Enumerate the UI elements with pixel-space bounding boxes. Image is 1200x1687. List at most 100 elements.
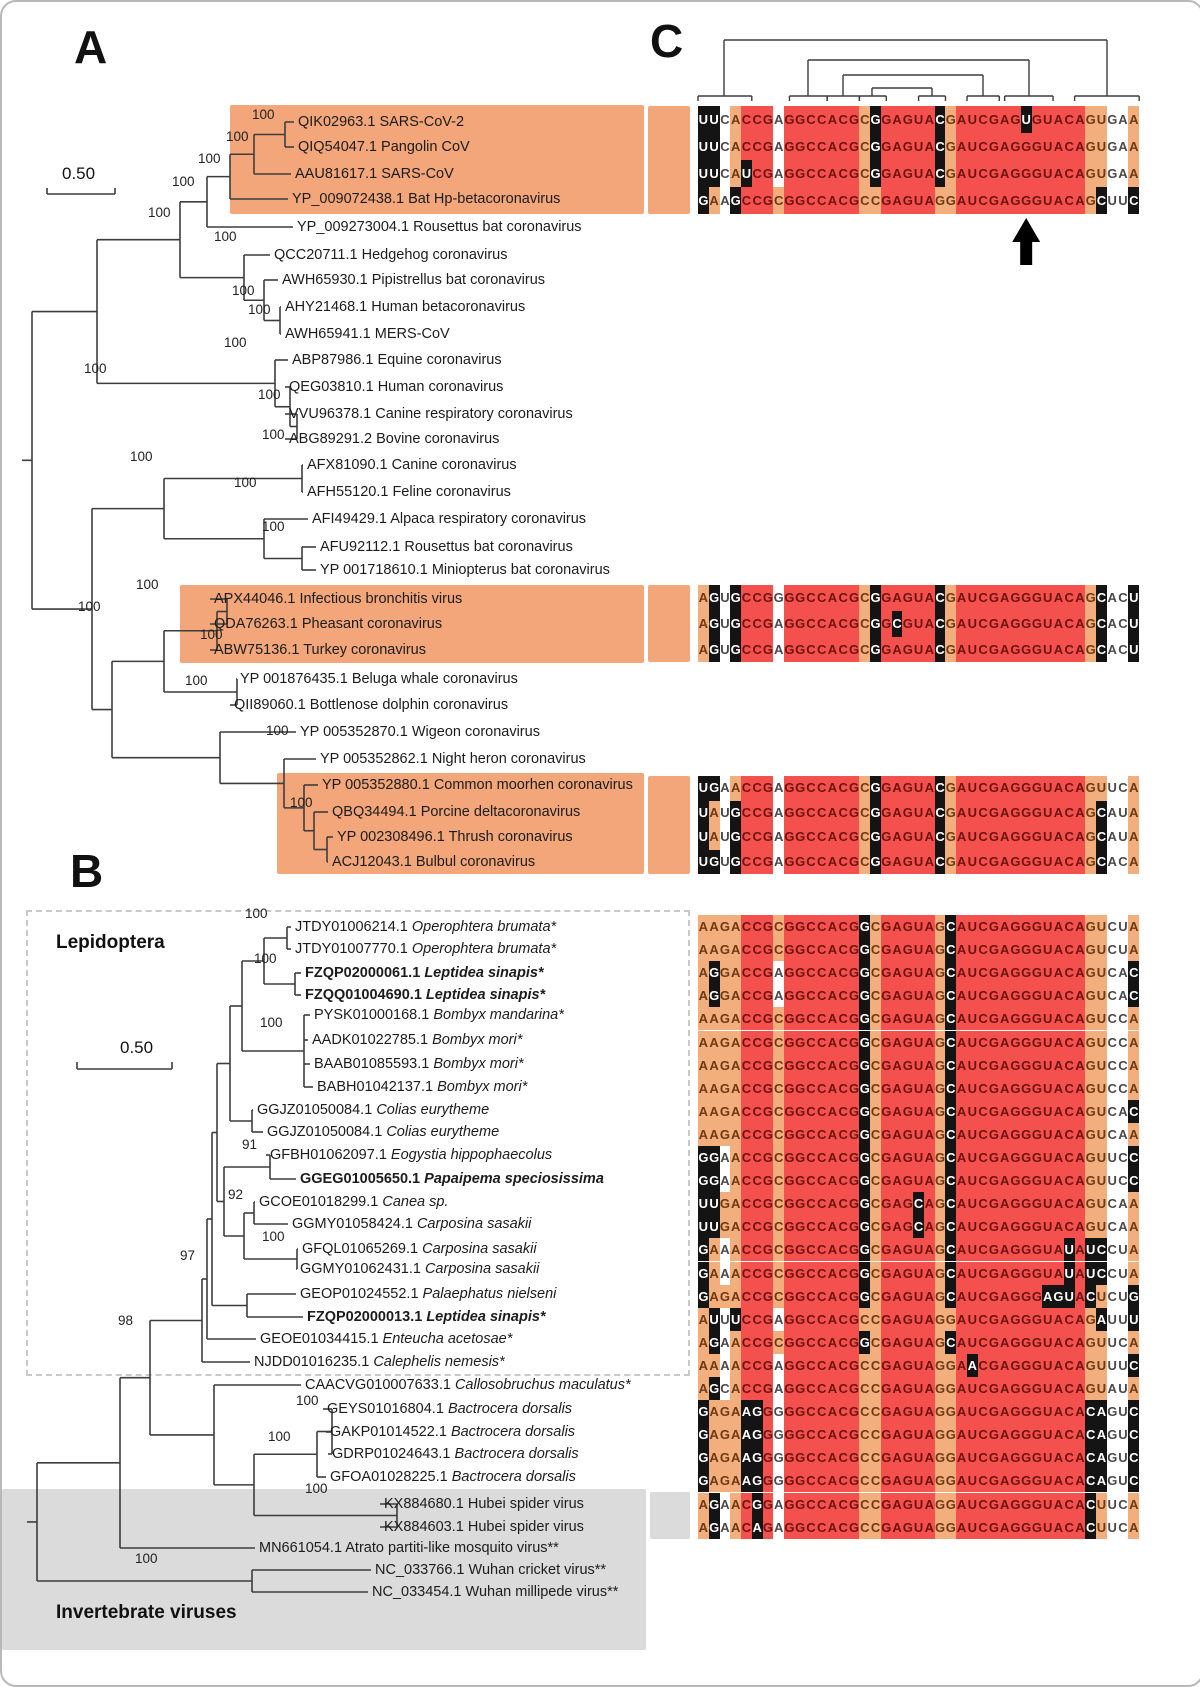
alignment-cell: G <box>730 636 742 663</box>
alignment-cell: A <box>730 1330 742 1354</box>
alignment-cell: G <box>880 636 892 663</box>
alignment-cell: U <box>1042 106 1054 133</box>
alignment-cell: U <box>1096 1099 1107 1123</box>
alignment-cell: U <box>1042 849 1054 875</box>
alignment-cell: A <box>708 1076 720 1100</box>
alignment-cell: A <box>1053 585 1064 611</box>
alignment-cell: G <box>1031 961 1043 985</box>
species-name: Thrush coronavirus <box>448 829 573 845</box>
alignment-cell: A <box>891 1492 903 1516</box>
alignment-cell: G <box>1053 1284 1064 1308</box>
alignment-cell: G <box>751 1492 763 1516</box>
taxon-label: AFX81090.1 Canine coronavirus <box>307 456 517 474</box>
species-name: Hedgehog coronavirus <box>361 247 508 263</box>
alignment-cell: U <box>720 1311 730 1327</box>
alignment-cell: G <box>708 610 720 637</box>
alignment-cell: C <box>805 1377 817 1401</box>
alignment-cell: G <box>762 610 774 637</box>
alignment-cell: C <box>1063 915 1075 939</box>
alignment-cell: G <box>848 1169 860 1193</box>
alignment-cell: A <box>827 776 838 801</box>
taxon-label: CAACVG010007633.1 Callosobruchus maculat… <box>305 1376 631 1394</box>
alignment-cell: C <box>977 915 989 939</box>
alignment-cell: C <box>934 610 946 637</box>
alignment-cell: U <box>1096 1192 1107 1216</box>
accession: VVU96378.1 <box>289 406 372 422</box>
alignment-cell: A <box>1074 1169 1086 1193</box>
alignment-cell: C <box>837 1330 849 1354</box>
alignment-cell: U <box>1096 1377 1107 1401</box>
bootstrap-value: 100 <box>130 449 153 464</box>
alignment-cell: G <box>784 1099 795 1123</box>
alignment-cell: U <box>1118 1450 1128 1466</box>
bootstrap-value: 98 <box>118 1313 134 1328</box>
alignment-cell: G <box>870 825 881 850</box>
alignment-cell: A <box>1074 915 1086 939</box>
alignment-cell: U <box>1107 1173 1117 1189</box>
alignment-cell: G <box>794 961 806 985</box>
alignment-cell: G <box>1010 1515 1021 1539</box>
alignment-cell: G <box>794 1007 806 1031</box>
alignment-cell: C <box>1096 636 1107 663</box>
alignment-cell: G <box>762 1215 774 1239</box>
alignment-cell: G <box>848 160 860 187</box>
alignment-cell: G <box>859 1122 871 1146</box>
alignment-cell: A <box>956 800 967 826</box>
alignment-cell: C <box>816 1238 828 1262</box>
alignment-cell: C <box>1096 825 1107 850</box>
accession: AHY21468.1 <box>285 299 368 315</box>
alignment-cell: G <box>762 1330 774 1354</box>
alignment-cell: C <box>805 1515 817 1539</box>
alignment-cell: A <box>1053 849 1064 875</box>
strip-gammacoronavirus-alignment <box>648 585 690 662</box>
alignment-cell: A <box>1128 1030 1140 1054</box>
alignment-cell: G <box>784 776 795 801</box>
species-name: Colias eurytheme <box>376 1102 490 1118</box>
alignment-cell: G <box>762 187 774 214</box>
alignment-cell: A <box>1074 849 1086 875</box>
accession: AFH55120.1 <box>307 484 389 500</box>
alignment-cell: C <box>1063 106 1075 133</box>
alignment-cell: G <box>870 636 881 663</box>
alignment-cell: U <box>967 1377 978 1401</box>
species-name: Operophtera brumata* <box>411 941 557 957</box>
alignment-cell: G <box>1085 800 1097 826</box>
alignment-cell: A <box>827 1099 838 1123</box>
alignment-cell: C <box>870 1076 881 1100</box>
alignment-cell: G <box>794 636 806 663</box>
alignment-cell: A <box>956 1238 967 1262</box>
alignment-cell: A <box>1128 1192 1140 1216</box>
alignment-cell: C <box>870 984 881 1008</box>
alignment-cell: A <box>827 1076 838 1100</box>
alignment-cell: A <box>708 187 720 214</box>
alignment-cell: A <box>773 1381 784 1396</box>
alignment-cell: U <box>1096 1353 1107 1377</box>
alignment-cell: U <box>913 1146 924 1170</box>
alignment-cell: A <box>1118 1219 1128 1235</box>
alignment-cell: C <box>741 1238 752 1262</box>
alignment-cell: G <box>902 915 914 939</box>
alignment-cell: C <box>945 1099 957 1123</box>
alignment-cell: C <box>741 585 752 611</box>
alignment-cell: G <box>719 1053 731 1077</box>
alignment-cell: A <box>698 984 709 1008</box>
alignment-cell: G <box>708 961 720 985</box>
taxon-label: QII89060.1 Bottlenose dolphin coronaviru… <box>234 696 508 714</box>
alignment-cell: A <box>923 1469 935 1493</box>
alignment-cell: A <box>698 1377 709 1401</box>
highlight-sarbecovirus-clade <box>230 105 644 214</box>
alignment-cell: C <box>859 1423 871 1447</box>
alignment-cell: U <box>913 636 924 663</box>
alignment-cell: A <box>1074 1330 1086 1354</box>
species-name: Bottlenose dolphin coronavirus <box>309 697 509 713</box>
alignment-cell: A <box>956 1469 967 1493</box>
alignment-cell: U <box>913 1400 924 1424</box>
alignment-cell: C <box>741 776 752 801</box>
alignment-cell: U <box>1096 160 1107 187</box>
alignment-cell: U <box>708 1307 720 1331</box>
alignment-cell: A <box>720 1173 730 1189</box>
alignment-cell: G <box>988 133 1000 160</box>
alignment-cell: G <box>988 1146 1000 1170</box>
alignment-cell: C <box>741 106 752 133</box>
